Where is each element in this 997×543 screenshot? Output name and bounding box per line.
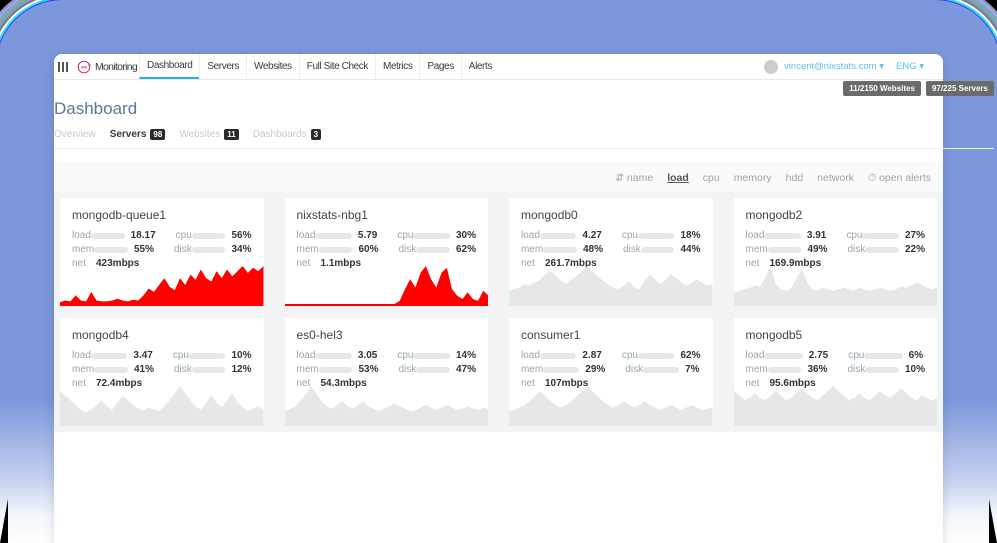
svg-text:360: 360 bbox=[81, 65, 87, 69]
